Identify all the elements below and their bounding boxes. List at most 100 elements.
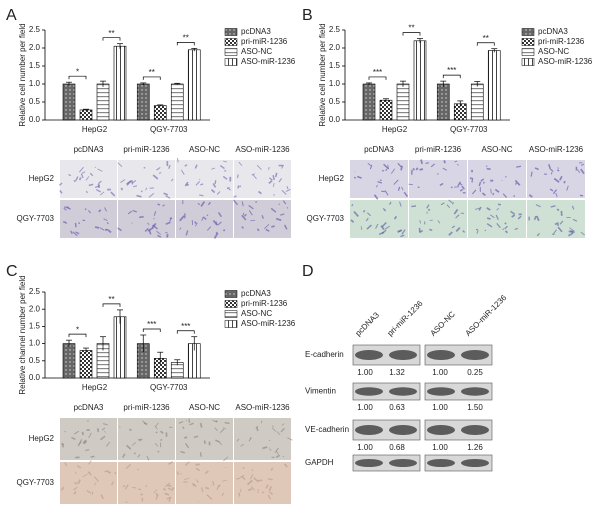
significance-bracket bbox=[142, 76, 161, 80]
micrograph-column-label: ASO-NC bbox=[189, 145, 220, 154]
legend-swatch bbox=[224, 48, 238, 56]
y-tick-label: 2.5 bbox=[329, 25, 341, 34]
significance-bracket bbox=[176, 42, 195, 46]
bar bbox=[170, 83, 184, 121]
bar bbox=[487, 50, 501, 121]
y-axis-label: Relative cell number per field bbox=[318, 23, 327, 126]
lane-label: pri-miR-1236 bbox=[386, 298, 425, 337]
legend-label: ASO-miR-1236 bbox=[241, 57, 296, 66]
bar bbox=[136, 83, 150, 121]
error-bar bbox=[174, 82, 181, 85]
error-bar bbox=[83, 108, 89, 111]
blot-quantification: 1.00 bbox=[432, 443, 448, 452]
blot-band bbox=[352, 382, 421, 401]
y-tick-label: 2.5 bbox=[29, 25, 41, 34]
x-tick-label: QGY-7703 bbox=[450, 125, 488, 134]
blot-band bbox=[424, 382, 493, 401]
bar bbox=[113, 316, 127, 379]
significance-bracket bbox=[368, 76, 387, 80]
micrograph bbox=[60, 200, 117, 238]
bar bbox=[79, 109, 93, 121]
lane-label: pcDNA3 bbox=[354, 310, 382, 338]
blot-quantification: 1.32 bbox=[389, 368, 405, 377]
y-tick-label: 1.5 bbox=[329, 61, 341, 70]
y-tick-label: 2.0 bbox=[329, 43, 341, 52]
panel-letter: C bbox=[6, 263, 18, 280]
legend-swatch bbox=[224, 38, 238, 46]
legend-swatch bbox=[224, 310, 238, 318]
micrograph bbox=[468, 160, 526, 198]
y-tick-label: 0.0 bbox=[329, 115, 341, 124]
legend-label: ASO-miR-1236 bbox=[538, 57, 593, 66]
micrograph-column-label: ASO-miR-1236 bbox=[235, 145, 290, 154]
legend-label: pcDNA3 bbox=[241, 289, 271, 298]
bar bbox=[362, 83, 376, 121]
micrograph bbox=[176, 158, 233, 198]
error-bar bbox=[66, 81, 72, 86]
blot-quantification: 1.50 bbox=[467, 403, 483, 412]
blot-quantification: 1.26 bbox=[467, 443, 483, 452]
bar bbox=[413, 40, 427, 121]
micrograph bbox=[409, 199, 467, 238]
error-bar bbox=[157, 104, 164, 107]
legend-swatch bbox=[521, 38, 535, 46]
panel-letter: A bbox=[6, 7, 17, 24]
y-tick-label: 2.5 bbox=[29, 287, 41, 296]
significance-label: ** bbox=[483, 34, 489, 43]
significance-bracket bbox=[68, 75, 87, 80]
y-tick-label: 1.5 bbox=[29, 61, 41, 70]
blot-band bbox=[424, 454, 493, 472]
blot-quantification: 0.68 bbox=[389, 443, 405, 452]
error-bar bbox=[140, 82, 147, 86]
x-tick-label: HepG2 bbox=[82, 125, 108, 134]
legend-swatch bbox=[521, 28, 535, 36]
micrograph bbox=[60, 460, 117, 504]
blot-band bbox=[352, 344, 421, 366]
error-bar bbox=[366, 82, 372, 86]
legend-label: pri-miR-1236 bbox=[241, 37, 288, 46]
bar bbox=[96, 83, 110, 121]
significance-bracket bbox=[442, 74, 461, 79]
legend-swatch bbox=[224, 58, 238, 66]
error-bar bbox=[100, 80, 106, 87]
error-bar bbox=[457, 100, 464, 107]
significance-bracket bbox=[176, 330, 195, 334]
blot-quantification: 0.25 bbox=[467, 368, 483, 377]
error-bar bbox=[117, 43, 123, 49]
micrograph-row-label: QGY-7703 bbox=[306, 214, 344, 223]
y-tick-label: 0.5 bbox=[329, 97, 341, 106]
micrograph-column-label: pri-miR-1236 bbox=[415, 145, 462, 154]
legend-label: pri-miR-1236 bbox=[538, 37, 585, 46]
blot-band bbox=[352, 419, 421, 441]
legend-label: pcDNA3 bbox=[241, 27, 271, 36]
x-tick-label: QGY-7703 bbox=[150, 125, 188, 134]
y-tick-label: 0.5 bbox=[29, 97, 41, 106]
y-axis-label: Relative cell number per field bbox=[18, 23, 27, 126]
bar bbox=[153, 105, 167, 121]
micrograph bbox=[468, 200, 526, 238]
error-bar bbox=[417, 38, 423, 43]
micrograph bbox=[527, 200, 585, 238]
lane-label: ASO-miR-1236 bbox=[464, 293, 509, 338]
blot-row-label: Vimentin bbox=[305, 387, 336, 396]
bar bbox=[379, 99, 393, 121]
legend-swatch bbox=[521, 58, 535, 66]
micrograph-row-label: QGY-7703 bbox=[16, 214, 54, 223]
bar bbox=[470, 83, 484, 121]
micrograph-column-label: pcDNA3 bbox=[74, 145, 104, 154]
blot-row-label: GAPDH bbox=[305, 458, 334, 467]
blot-quantification: 1.00 bbox=[357, 443, 373, 452]
y-tick-label: 1.0 bbox=[329, 79, 341, 88]
x-tick-label: HepG2 bbox=[382, 125, 408, 134]
significance-bracket bbox=[402, 32, 421, 36]
bar bbox=[113, 45, 127, 121]
significance-bracket bbox=[102, 37, 121, 41]
micrograph-column-label: ASO-NC bbox=[481, 145, 512, 154]
legend-label: ASO-NC bbox=[241, 309, 272, 318]
micrograph bbox=[176, 200, 233, 239]
error-bar bbox=[474, 81, 481, 87]
significance-label: ** bbox=[108, 29, 114, 38]
micrograph bbox=[176, 418, 233, 462]
blot-quantification: 1.00 bbox=[432, 368, 448, 377]
legend-label: pcDNA3 bbox=[538, 27, 568, 36]
